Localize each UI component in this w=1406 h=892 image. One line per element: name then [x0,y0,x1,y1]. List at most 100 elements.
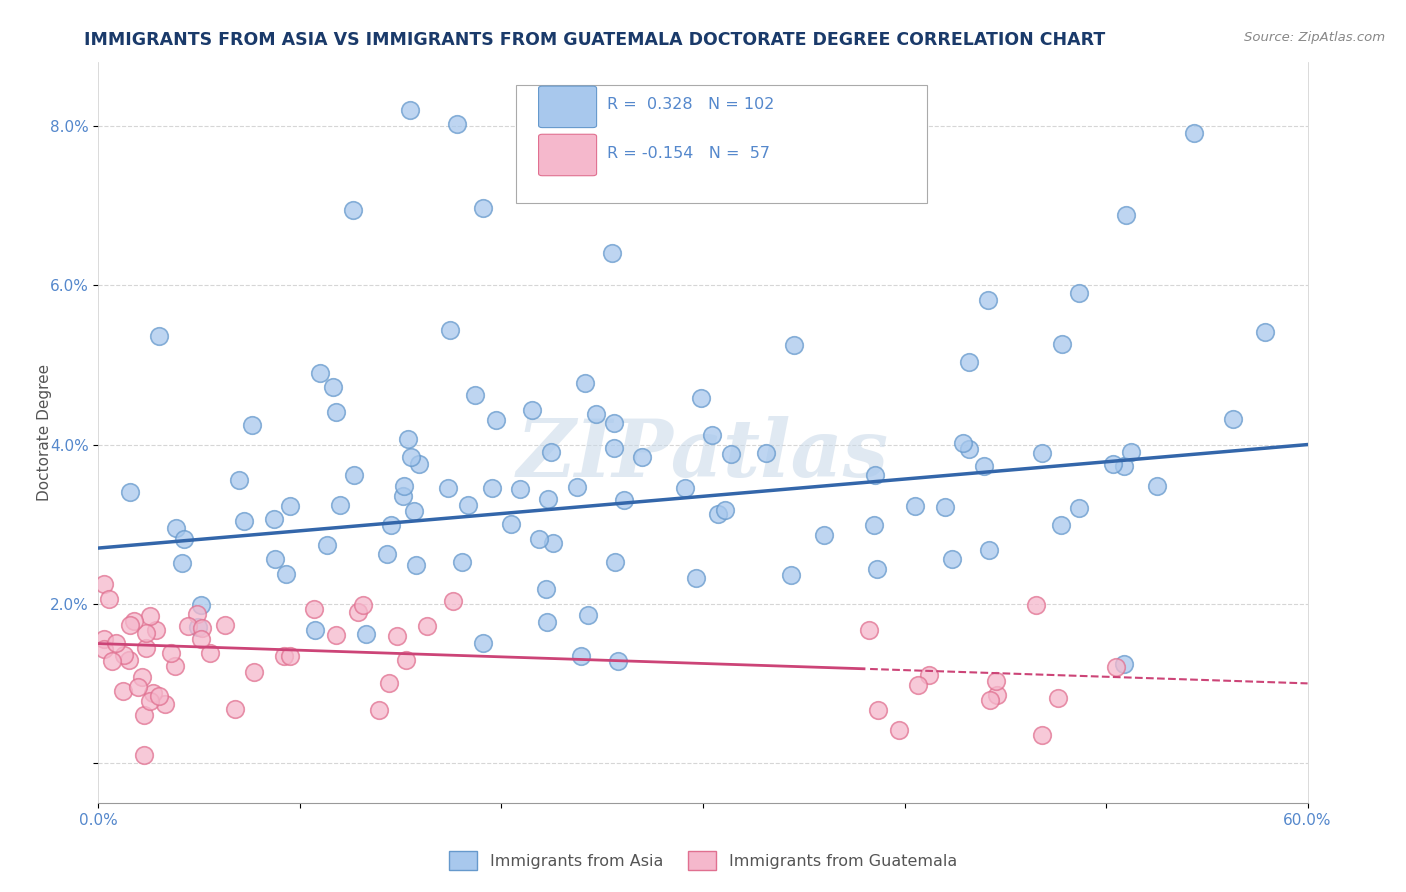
Point [1254,325,1277,339]
Point [485,413,508,427]
Point [127,680,149,694]
Point [603,555,626,569]
Point [132,747,155,762]
Point [408,457,430,471]
Point [395,653,418,667]
Point [541,536,564,550]
Text: R =  0.328   N = 102: R = 0.328 N = 102 [607,97,775,112]
Point [887,723,910,737]
Point [173,532,195,546]
Point [1031,728,1053,742]
Point [1222,412,1244,426]
Point [866,703,889,717]
Point [111,683,134,698]
Point [198,647,221,661]
Point [308,366,330,380]
Point [607,654,630,668]
Point [415,618,437,632]
Point [273,649,295,664]
Point [93,577,115,591]
Point [754,446,776,460]
Point [118,653,141,667]
Point [441,594,464,608]
Point [98,592,121,607]
FancyBboxPatch shape [538,87,596,128]
Point [329,498,352,512]
Point [131,670,153,684]
Point [274,567,297,582]
Point [534,582,557,596]
Point [1115,208,1137,222]
Point [356,627,378,641]
Point [1069,286,1091,301]
Point [863,468,886,483]
Point [399,103,422,118]
Point [343,468,366,483]
Point [375,547,398,561]
Point [1025,598,1047,612]
Point [631,450,654,465]
Point [367,703,389,717]
Point [112,648,135,662]
Point [574,376,596,391]
Point [405,558,427,572]
Point [858,623,880,637]
Point [917,667,939,681]
Point [527,532,550,546]
Point [673,481,696,495]
Point [302,601,325,615]
Point [304,624,326,638]
Point [118,618,141,632]
Point [342,202,364,217]
Point [214,617,236,632]
Point [224,701,246,715]
Point [325,628,347,642]
Point [243,665,266,679]
Point [439,323,461,337]
Point [526,173,548,187]
Point [1105,660,1128,674]
Point [278,648,301,663]
Point [263,511,285,525]
Point [322,380,344,394]
Point [481,481,503,495]
Point [451,555,474,569]
Point [813,527,835,541]
FancyBboxPatch shape [516,85,927,203]
Point [520,403,543,417]
Point [135,626,157,640]
Point [1046,691,1069,706]
Point [186,607,208,622]
Point [446,117,468,131]
Point [437,481,460,495]
Point [394,478,416,492]
Point [101,654,124,668]
Point [1114,657,1136,671]
Point [1067,500,1090,515]
Point [165,658,187,673]
Text: ZIPatlas: ZIPatlas [517,416,889,493]
Point [779,568,801,582]
Point [391,489,413,503]
Point [1031,446,1053,460]
Point [977,293,1000,307]
Point [934,500,956,514]
Point [316,538,339,552]
Point [1049,517,1071,532]
Point [536,615,558,629]
Point [602,417,624,431]
Point [689,391,711,405]
Point [685,571,707,585]
Text: Source: ZipAtlas.com: Source: ZipAtlas.com [1244,31,1385,45]
Point [499,517,522,532]
Point [471,201,494,215]
Point [170,556,193,570]
Point [977,542,1000,557]
Point [380,518,402,533]
Point [155,697,177,711]
Point [600,245,623,260]
Point [862,518,884,533]
Point [232,514,254,528]
Point [984,674,1007,689]
Point [509,483,531,497]
